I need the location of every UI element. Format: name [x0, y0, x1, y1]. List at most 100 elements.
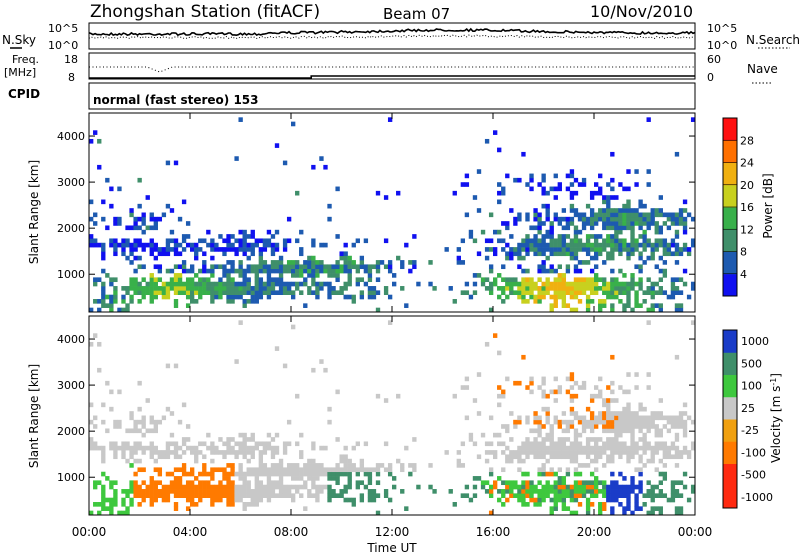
power-cell [383, 238, 389, 244]
velocity-cell [210, 458, 215, 464]
station-title: Zhongshan Station (fitACF) [90, 2, 320, 22]
power-cell [610, 216, 615, 222]
power-cell [266, 238, 272, 244]
power-cell [169, 281, 175, 287]
velocity-cell [533, 484, 538, 490]
velocity-cell [678, 450, 684, 455]
velocity-cell [282, 471, 288, 477]
velocity-cell [93, 415, 98, 421]
velocity-cell [630, 476, 635, 481]
velocity-cell [662, 454, 668, 460]
velocity-cell [553, 419, 558, 425]
power-cell [513, 216, 518, 222]
power-cell [190, 247, 195, 252]
power-cell [230, 294, 235, 300]
velocity-cell [129, 454, 134, 460]
power-cell [250, 299, 255, 304]
power-cell [169, 208, 175, 213]
power-cell [319, 156, 324, 161]
velocity-cell [307, 467, 312, 473]
velocity-cell [634, 372, 639, 377]
velocity-cell [577, 445, 583, 451]
power-heatmap-cells [89, 117, 696, 313]
power-cell [565, 286, 571, 291]
velocity-cell [214, 484, 219, 490]
velocity-cell [141, 489, 146, 494]
velocity-cell [274, 445, 280, 451]
velocity-cell [561, 493, 567, 498]
velocity-cell [153, 458, 158, 464]
velocity-cell [642, 432, 647, 438]
power-cell [299, 273, 304, 278]
power-cell [622, 221, 627, 226]
power-cell [626, 247, 631, 252]
velocity-cell [246, 493, 251, 498]
power-cell [278, 255, 284, 261]
power-cell [606, 234, 611, 239]
power-cell [323, 164, 328, 170]
velocity-cell [594, 450, 599, 455]
power-cell [589, 281, 595, 287]
power-cell [517, 177, 522, 183]
velocity-cell [133, 419, 138, 425]
velocity-cell [642, 406, 647, 412]
power-cell [109, 277, 114, 283]
power-cell [549, 238, 554, 244]
velocity-cell [363, 484, 369, 490]
power-cell [606, 195, 611, 200]
velocity-cell [311, 458, 316, 464]
velocity-cell [173, 454, 179, 460]
velocity-cell [557, 489, 562, 494]
power-cell [206, 229, 211, 235]
velocity-cell [206, 471, 211, 477]
velocity-cell [295, 463, 300, 468]
velocity-cell [626, 489, 631, 494]
power-cell [622, 208, 627, 213]
power-cell [622, 273, 627, 278]
power-cell [359, 264, 365, 270]
power-cell [630, 229, 635, 235]
velocity-cell [602, 493, 607, 498]
power-cell [343, 251, 348, 257]
velocity-cell [343, 497, 348, 503]
power-cell [497, 229, 502, 235]
velocity-cell [262, 441, 268, 447]
power-cell [250, 234, 255, 239]
power-cell [577, 260, 583, 265]
power-cell [412, 264, 417, 270]
velocity-cell [537, 445, 542, 451]
velocity-cell [598, 454, 603, 460]
velocity-cell [690, 445, 696, 451]
velocity-cell [210, 493, 215, 498]
power-cell [101, 216, 106, 222]
power-cell [569, 251, 575, 257]
power-cell [561, 290, 567, 295]
velocity-cell [246, 458, 251, 464]
power-cell [501, 247, 506, 252]
power-cell [145, 195, 150, 200]
power-cell [565, 242, 571, 248]
velocity-cell [194, 502, 199, 507]
velocity-cell [674, 510, 680, 516]
velocity-cell [274, 467, 280, 473]
velocity-cell [412, 437, 417, 442]
velocity-cell [238, 463, 243, 468]
velocity-cell [674, 354, 680, 360]
power-cell [610, 186, 615, 192]
velocity-cell [222, 493, 227, 498]
velocity-cell [145, 398, 150, 403]
velocity-cell [278, 476, 284, 481]
velocity-cell [602, 428, 607, 434]
velocity-cell [133, 484, 138, 490]
velocity-cell [569, 458, 575, 464]
power-cell [658, 225, 663, 231]
power-cell [654, 281, 659, 287]
power-cell [121, 286, 126, 291]
y-tick-label: 1000 [57, 471, 85, 484]
power-cell [476, 273, 482, 278]
power-cell [339, 290, 344, 295]
power-cell [594, 290, 599, 295]
velocity-cell [565, 445, 571, 451]
power-cell [634, 238, 639, 244]
